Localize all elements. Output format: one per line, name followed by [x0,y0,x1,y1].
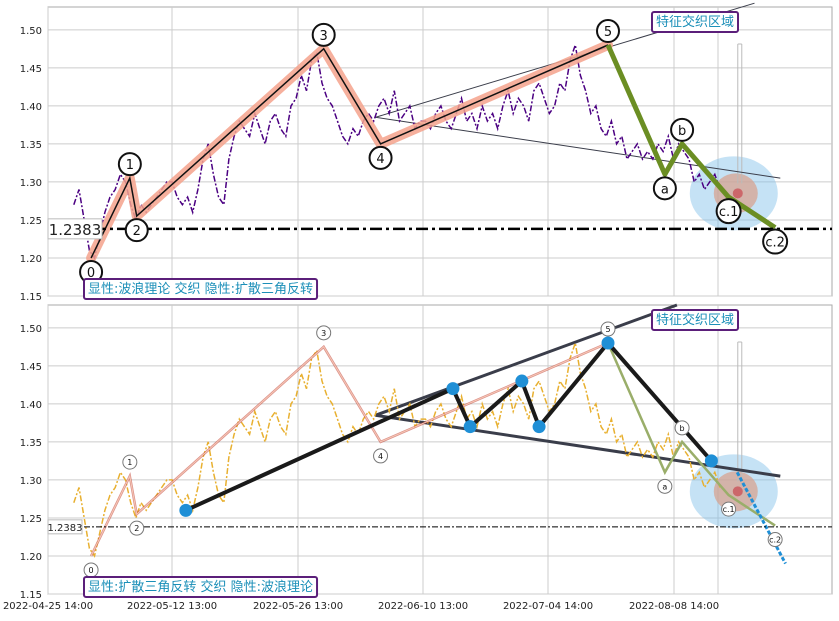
panel-bottom-wave-line [90,342,609,557]
panel-bottom-y-tick-label: 1.20 [20,552,42,563]
panel-top-wave-label: 0 [87,266,95,281]
panel-bottom-plot-frame [47,304,833,595]
panel-top-support-label-box [47,218,103,240]
panel-bottom-wave-label: a [662,482,667,491]
panel-bottom-y-tick-label: 1.45 [20,362,42,373]
panel-top-wave-label-circle [652,176,677,201]
panel-top-badge-bottom-left-box [83,278,319,300]
panel-bottom-badge-bottom-left-box [83,576,319,598]
panel-top-triangle-lower-line [375,116,781,179]
panel-bottom-wave-label: 1 [127,458,132,467]
panel-bottom-zone-center [732,486,743,497]
panel-top-wave-label-circle [596,19,620,44]
x-tick-label: 2022-06-10 13:00 [378,601,468,612]
panel-top-wave-label-circle [124,218,149,243]
panel-bottom-y-tick-label: 1.30 [20,476,42,487]
panel-bottom-y-tick-label: 1.25 [20,514,42,525]
panel-top-zone-center [732,188,743,199]
panel-bottom-triangle-point [601,336,615,350]
panel-bottom-y-tick-label: 1.50 [20,324,42,335]
panel-bottom-y-tick-label: 1.15 [20,590,42,601]
panel-bottom-triangle-point [532,420,546,434]
panel-bottom-wave-label-circle [316,325,332,341]
x-tick-label: 2022-05-12 13:00 [127,601,217,612]
panel-bottom-badge-top-right-box [650,309,740,331]
panel-bottom-wave-label: 4 [378,452,383,461]
panel-bottom-wave-label-circle [721,501,737,517]
panel-bottom-y-tick-label: 1.40 [20,400,42,411]
x-tick-label: 2022-05-26 13:00 [253,601,343,612]
panel-top-badge-top-right: 特征交织区域 [656,14,734,30]
panel-top-y-tick-label: 1.35 [20,140,42,151]
panel-bottom-badge-top-right: 特征交织区域 [656,312,734,328]
panel-top-badge-bottom-left: 显性:波浪理论 交织 隐性:扩散三角反转 [88,281,313,297]
panel-top-wave-label-circle [715,198,742,225]
panel-bottom-wave-label-circle [674,420,690,436]
panel-bottom-down-arrow [735,471,787,565]
panel-top-y-tick-label: 1.20 [20,254,42,265]
x-tick-label: 2022-07-04 14:00 [503,601,593,612]
panel-bottom-wave-label-circle [129,520,145,536]
panel-bottom-wave-label: 2 [134,524,139,533]
panel-top-wave-label: 2 [133,224,141,239]
panel-bottom-support-label: 1.2383 [48,523,83,534]
panel-bottom-triangle-point [463,420,477,434]
panel-top-badge-top-right-box [650,11,740,33]
panel-top-wave-label-circle [368,145,393,170]
panel-top-wave-label: c.2 [765,236,785,251]
panel-top-wave-label: 1 [126,158,134,173]
panel-bottom-wave-label-circle [373,448,389,464]
panel-bottom-corrective-line [606,342,776,527]
panel-top-wave-label-circle [117,152,142,177]
panel-top-wave-line [90,44,609,259]
panel-top-wave-label-circle [762,228,789,255]
panel-bottom-wave-label: 5 [605,325,610,334]
panel-bottom-wave-label-circle [600,321,616,337]
panel-bottom-triangle-point [704,454,718,468]
panel-top-y-tick-label: 1.15 [20,292,42,303]
panel-top-wave-label-circle [311,22,336,47]
panel-bottom-y-tick-label: 1.35 [20,438,42,449]
panel-bottom-triangle-point [515,374,529,388]
panel-bottom-wave-label: 0 [89,566,94,575]
panel-top-wave-label: 3 [320,29,328,44]
panel-bottom-price-line [73,342,721,558]
panel-top-y-tick-label: 1.30 [20,178,42,189]
panel-top-wave-label: c.1 [719,205,739,220]
panel-bottom-wave-label-circle [122,454,138,470]
panel-bottom-wave-label-circle [657,478,673,494]
panel-top-wave-label-circle [670,117,695,142]
panel-top-y-tick-label: 1.25 [20,216,42,227]
panel-bottom-wave-label: c.1 [723,505,735,514]
panel-bottom-wave-label: b [680,424,685,433]
panel-bottom-triangle-point [179,503,193,517]
panel-bottom-badge-bottom-left: 显性:扩散三角反转 交织 隐性:波浪理论 [88,579,313,595]
panel-top-wave-label: 5 [604,25,612,40]
panel-top-corrective-line [605,43,777,230]
panel-bottom-triangle-upper-line [374,303,678,417]
panel-top-zone-pointer [737,43,743,184]
panel-top-y-tick-label: 1.50 [20,26,42,37]
panel-top-y-tick-label: 1.40 [20,102,42,113]
panel-bottom-wave-label-circle [767,532,783,548]
panel-top-plot-frame [47,6,833,297]
panel-bottom-triangle-point [446,382,460,396]
x-tick-label: 2022-08-08 14:00 [629,601,719,612]
panel-top-price-line [73,44,721,260]
panel-top-support-label: 1.2383 [49,221,102,239]
x-tick-label: 2022-04-25 14:00 [3,601,93,612]
panel-bottom-support-label-box [47,519,83,535]
panel-bottom-zone-pointer [737,341,743,482]
panel-top-wave-label: a [661,182,669,197]
panel-top-wave-label: b [678,124,686,139]
panel-bottom-wave-label: 3 [321,329,326,338]
panel-top-wave-label: 4 [376,152,384,167]
panel-bottom-wave-label: c.2 [769,536,781,545]
panel-top-y-tick-label: 1.45 [20,64,42,75]
